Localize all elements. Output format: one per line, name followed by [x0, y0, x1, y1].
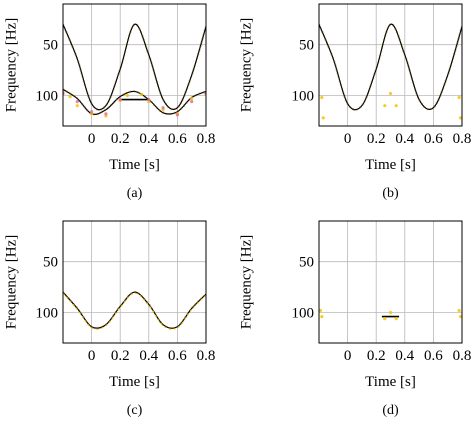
series-yellow-scatter	[319, 308, 462, 321]
data-point	[140, 92, 144, 97]
x-tick-label: 0.6	[424, 131, 443, 147]
x-axis-label: Time [s]	[109, 374, 160, 390]
data-point	[319, 308, 323, 313]
series-upper-sinusoid	[319, 23, 462, 111]
x-tick-label: 0.4	[395, 131, 414, 147]
x-tick-label: 0.4	[139, 348, 158, 364]
x-tick-label: 0.8	[453, 348, 472, 364]
axes-frame	[62, 220, 207, 344]
series-lower-sinusoid-markers	[63, 88, 206, 116]
x-tick-label: 0	[344, 131, 352, 147]
x-tick-label: 0.6	[424, 348, 443, 364]
x-tick-label: 0	[88, 348, 96, 364]
x-tick-label: 0.4	[395, 348, 414, 364]
x-tick-label: 0.4	[139, 131, 158, 147]
data-point	[75, 104, 79, 108]
data-point	[458, 314, 462, 319]
y-tick-label: 100	[292, 89, 315, 105]
x-tick-label: 0.2	[111, 131, 130, 147]
data-point	[388, 91, 393, 96]
data-point	[321, 116, 325, 120]
plot-area	[319, 308, 462, 321]
y-tick-label: 50	[299, 255, 314, 271]
y-tick-label: 50	[43, 38, 58, 54]
data-point	[90, 110, 94, 114]
series-upper-sinusoid-markers	[63, 23, 206, 111]
data-point	[457, 95, 461, 100]
panel-0: 0 0.2 0.4 0.6 0.8 50 100 Time [s] Frequency [Hz]…	[3, 3, 216, 201]
panel-3: 0 0.2 0.4 0.6 0.8 50 100 Time [s] Frequency [Hz]…	[238, 220, 472, 418]
panel-caption: (c)	[127, 403, 143, 418]
series-lower-sinusoid	[63, 291, 206, 329]
x-tick-label: 0.6	[168, 131, 187, 147]
y-tick-label: 50	[299, 38, 314, 54]
x-tick-label: 0.8	[453, 131, 472, 147]
data-point	[118, 97, 122, 102]
x-axis-label: Time [s]	[365, 374, 416, 390]
series-lower-sinusoid-markers	[63, 291, 206, 330]
y-axis-label: Frequency [Hz]	[3, 18, 19, 113]
data-point	[320, 314, 324, 319]
series-upper-sinusoid-markers	[319, 23, 462, 111]
panel-caption: (a)	[127, 186, 143, 201]
data-point	[457, 308, 461, 313]
plot-area	[63, 291, 206, 330]
series-upper-sinusoid	[63, 23, 206, 111]
data-point	[125, 93, 129, 98]
plot-area	[63, 23, 206, 118]
data-point	[190, 96, 194, 101]
series-pink-scatter	[63, 91, 206, 117]
x-tick-label: 0.2	[367, 131, 386, 147]
data-point	[394, 104, 398, 108]
data-point	[458, 116, 462, 120]
y-axis-label: Frequency [Hz]	[238, 18, 254, 113]
data-point	[383, 104, 387, 108]
x-tick-label: 0.6	[168, 348, 187, 364]
x-tick-label: 0.8	[197, 348, 216, 364]
data-point	[388, 310, 393, 315]
axes-frame	[318, 220, 463, 344]
panel-caption: (d)	[382, 403, 399, 418]
panel-caption: (b)	[382, 186, 399, 201]
data-point	[383, 317, 387, 321]
data-point	[320, 95, 324, 100]
x-tick-label: 0	[344, 348, 352, 364]
y-tick-label: 100	[36, 89, 59, 105]
x-tick-label: 0	[88, 131, 96, 147]
plot-area	[319, 23, 462, 120]
panel-1: 0 0.2 0.4 0.6 0.8 50 100 Time [s] Frequency [Hz]…	[238, 3, 472, 201]
y-axis-label: Frequency [Hz]	[3, 235, 19, 330]
data-point	[161, 106, 165, 110]
x-axis-label: Time [s]	[365, 157, 416, 173]
panel-2: 0 0.2 0.4 0.6 0.8 50 100 Time [s] Frequency [Hz]…	[3, 220, 216, 418]
data-point	[175, 113, 179, 117]
y-tick-label: 100	[36, 306, 59, 322]
x-axis-label: Time [s]	[109, 157, 160, 173]
data-point	[190, 100, 194, 104]
x-tick-label: 0.2	[367, 348, 386, 364]
y-axis-label: Frequency [Hz]	[238, 235, 254, 330]
data-point	[147, 97, 151, 102]
data-point	[104, 112, 108, 116]
data-point	[68, 94, 72, 99]
y-tick-label: 100	[292, 306, 315, 322]
series-yellow-scatter	[320, 91, 462, 120]
axes-frame	[62, 3, 207, 127]
x-tick-label: 0.8	[197, 131, 216, 147]
series-yellow-overlay	[63, 292, 206, 330]
axes-frame	[318, 3, 463, 127]
data-point	[394, 317, 398, 321]
x-tick-label: 0.2	[111, 348, 130, 364]
y-tick-label: 50	[43, 255, 58, 271]
data-point	[75, 100, 79, 104]
